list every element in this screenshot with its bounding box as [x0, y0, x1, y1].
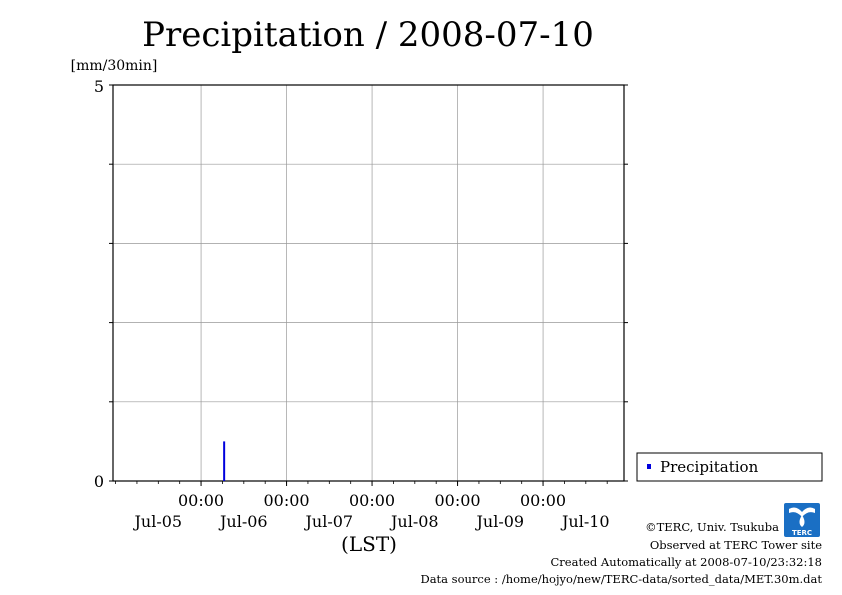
axis-ticks [109, 84, 628, 486]
footer-created: Created Automatically at 2008-07-10/23:3… [551, 555, 823, 569]
y-axis-unit-label: [mm/30min] [71, 58, 158, 74]
x-tick-date-label: Jul-07 [304, 512, 354, 531]
x-tick-time-label: 00:00 [264, 491, 310, 510]
footer-source: Data source : /home/hojyo/new/TERC-data/… [420, 572, 822, 586]
x-tick-time-label: 00:00 [349, 491, 395, 510]
x-axis-label: (LST) [341, 532, 397, 556]
y-tick-label-bottom: 0 [94, 472, 104, 491]
footer-copyright: ©TERC, Univ. Tsukuba [645, 520, 779, 534]
legend-label: Precipitation [660, 458, 759, 476]
x-tick-date-label: Jul-08 [389, 512, 439, 531]
x-tick-time-label: 00:00 [435, 491, 481, 510]
legend-swatch [647, 464, 651, 469]
x-axis-labels: 00:00 00:00 00:00 00:00 00:00 Jul-05 Jul-06 Jul… [133, 491, 610, 531]
y-tick-label-top: 5 [94, 77, 104, 96]
x-tick-date-label: Jul-10 [560, 512, 610, 531]
x-tick-date-label: Jul-06 [218, 512, 268, 531]
plot-frame [112, 84, 625, 482]
footer-site: Observed at TERC Tower site [650, 538, 822, 552]
x-tick-date-label: Jul-09 [475, 512, 525, 531]
x-tick-time-label: 00:00 [178, 491, 224, 510]
terc-logo: TERC [784, 503, 820, 537]
chart-title: Precipitation / 2008-07-10 [142, 15, 594, 55]
legend-box [636, 452, 823, 482]
x-tick-date-label: Jul-05 [133, 512, 183, 531]
grid-lines [113, 85, 624, 481]
x-tick-time-label: 00:00 [520, 491, 566, 510]
svg-text:TERC: TERC [792, 529, 812, 537]
